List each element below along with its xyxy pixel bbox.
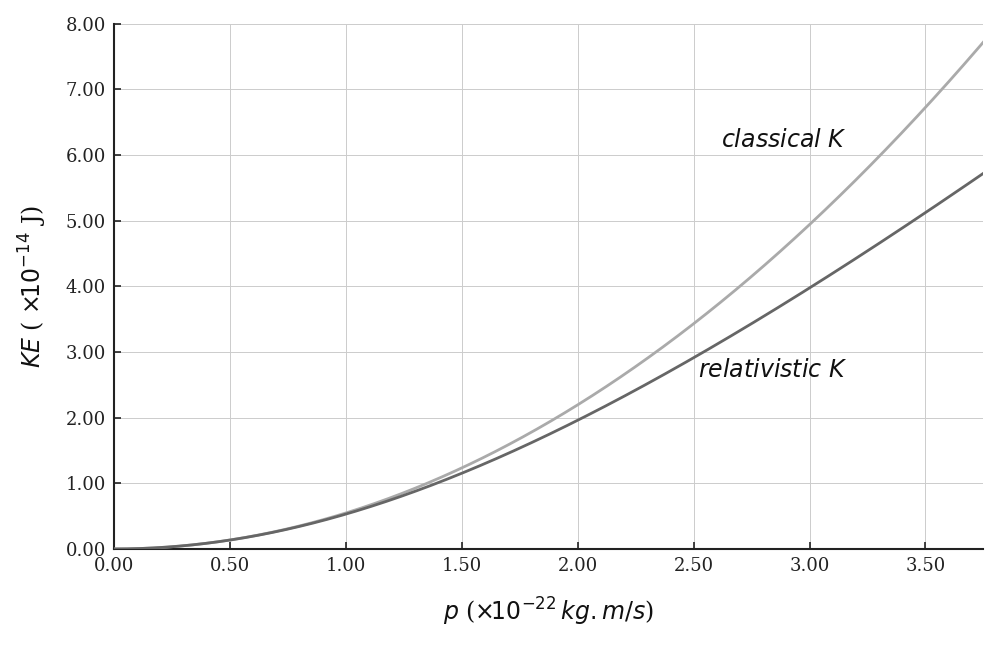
Y-axis label: $\it{KE}$ ( $\times\!10^{-14}$ J): $\it{KE}$ ( $\times\!10^{-14}$ J)	[17, 205, 49, 368]
X-axis label: $\it{p}$ ($\times\!10^{-22}\!$ $\it{kg.m/s}$): $\it{p}$ ($\times\!10^{-22}\!$ $\it{kg.m…	[443, 596, 654, 628]
Text: $\it{classical\ K}$: $\it{classical\ K}$	[721, 129, 847, 152]
Text: $\it{relativistic\ K}$: $\it{relativistic\ K}$	[698, 359, 848, 382]
